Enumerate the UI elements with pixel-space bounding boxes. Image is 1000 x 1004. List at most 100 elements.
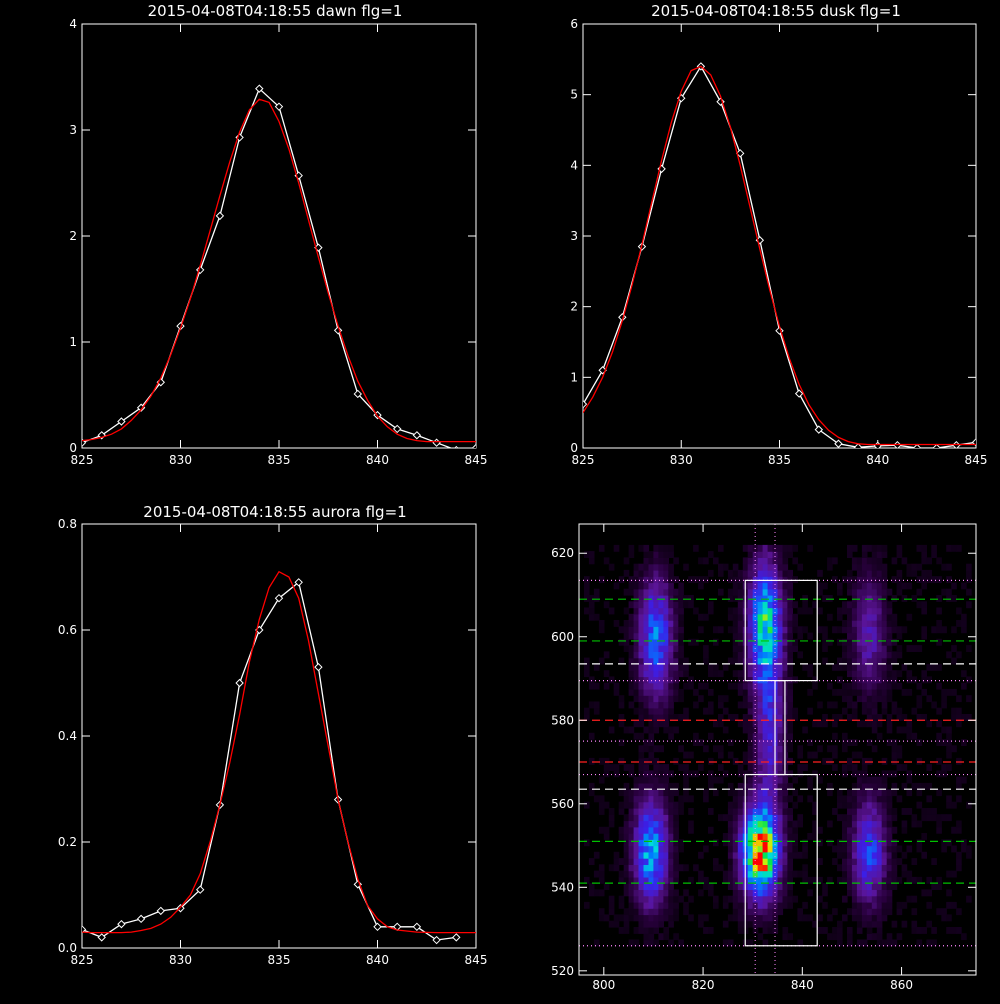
heatmap-cell [747, 588, 754, 596]
heatmap-cell [772, 820, 779, 828]
heatmap-cell [708, 770, 714, 778]
heatmap-cell [633, 607, 640, 615]
heatmap-cell [653, 851, 659, 859]
fit-series-line [583, 65, 976, 446]
heatmap-cell [876, 551, 883, 558]
heatmap-cell [837, 939, 843, 947]
heatmap-cell [628, 726, 635, 734]
heatmap-cell [772, 808, 779, 815]
heatmap-cell [638, 595, 645, 602]
y-tick-label: 6 [570, 17, 578, 31]
heatmap-cell [876, 845, 883, 853]
heatmap-cell [876, 657, 883, 665]
heatmap-cell [876, 601, 883, 609]
heatmap-cell [832, 764, 838, 771]
heatmap-cell [797, 751, 803, 759]
data-point [814, 425, 824, 434]
heatmap-cell [926, 663, 932, 671]
heatmap-cell [926, 889, 932, 897]
heatmap-cell [792, 601, 798, 609]
heatmap-cell [678, 864, 684, 872]
heatmap-cell [901, 826, 908, 834]
heatmap-cell [668, 726, 674, 734]
heatmap-cell [648, 920, 655, 928]
heatmap-cell [633, 657, 640, 665]
heatmap-cell [896, 582, 903, 590]
heatmap-cell [653, 889, 659, 897]
heatmap-cell [886, 801, 893, 809]
heatmap-cell [772, 657, 779, 665]
heatmap-cell [693, 732, 699, 740]
heatmap-cell [876, 914, 883, 922]
heatmap-cell [628, 670, 635, 678]
heatmap-cell [782, 851, 789, 859]
heatmap-cell [668, 632, 674, 640]
heatmap-cell [886, 663, 893, 671]
heatmap-cell [762, 682, 769, 690]
heatmap-cell [757, 745, 764, 753]
heatmap-cell [663, 858, 669, 865]
heatmap-cell [767, 726, 774, 734]
heatmap-cell [861, 613, 868, 621]
heatmap-cell [866, 663, 873, 671]
heatmap-cell [782, 864, 789, 872]
heatmap-cell [772, 638, 779, 646]
heatmap-cell [782, 582, 789, 590]
heatmap-cell [842, 795, 848, 803]
heatmap-cell [772, 576, 779, 584]
heatmap-cell [866, 626, 873, 634]
heatmap-cell [866, 839, 873, 847]
heatmap-cell [767, 883, 774, 890]
heatmap-cell [767, 808, 774, 815]
heatmap-cell [623, 883, 630, 890]
heatmap-cell [916, 757, 923, 765]
x-tick-label: 830 [169, 953, 192, 967]
y-tick-label: 600 [551, 630, 574, 644]
heatmap-cell [653, 569, 659, 577]
heatmap-cell [847, 601, 853, 609]
heatmap-cell [757, 795, 764, 803]
heatmap-cell [787, 613, 793, 621]
heatmap-cell [851, 739, 858, 746]
heatmap-cell [787, 876, 793, 884]
heatmap-cell [871, 933, 878, 941]
heatmap-cell [832, 808, 838, 815]
heatmap-cell [891, 782, 898, 790]
heatmap-cell [653, 927, 659, 934]
heatmap-cell [757, 839, 764, 847]
heatmap-cell [856, 720, 863, 728]
heatmap-cell [648, 845, 655, 853]
heatmap-cell [886, 588, 893, 596]
heatmap-cell [891, 851, 898, 859]
heatmap-cell [837, 676, 843, 684]
heatmap-cell [871, 544, 878, 552]
heatmap-cell [861, 895, 868, 903]
heatmap-cell [881, 651, 888, 659]
heatmap-cell [698, 889, 704, 897]
heatmap-cell [598, 795, 605, 803]
heatmap-cell [648, 595, 655, 602]
heatmap-cell [956, 757, 962, 765]
heatmap-cell [866, 858, 873, 865]
heatmap-cell [648, 682, 655, 690]
heatmap-cell [663, 688, 669, 696]
heatmap-cell [777, 657, 784, 665]
heatmap-cell [847, 544, 853, 552]
heatmap-cell [757, 707, 764, 715]
heatmap-cell [871, 883, 878, 890]
heatmap-cell [688, 770, 694, 778]
heatmap-cell [643, 883, 650, 890]
heatmap-cell [643, 870, 650, 878]
heatmap-cell [837, 927, 843, 934]
heatmap-cell [643, 551, 650, 558]
heatmap-cell [866, 563, 873, 571]
heatmap-cell [648, 707, 655, 715]
heatmap-cell [921, 544, 927, 552]
heatmap-cell [921, 576, 927, 584]
heatmap-cell [896, 576, 903, 584]
heatmap-cell [737, 901, 744, 909]
heatmap-cell [956, 544, 962, 552]
heatmap-cell [628, 914, 635, 922]
heatmap-cell [866, 720, 873, 728]
heatmap-cell [847, 883, 853, 890]
